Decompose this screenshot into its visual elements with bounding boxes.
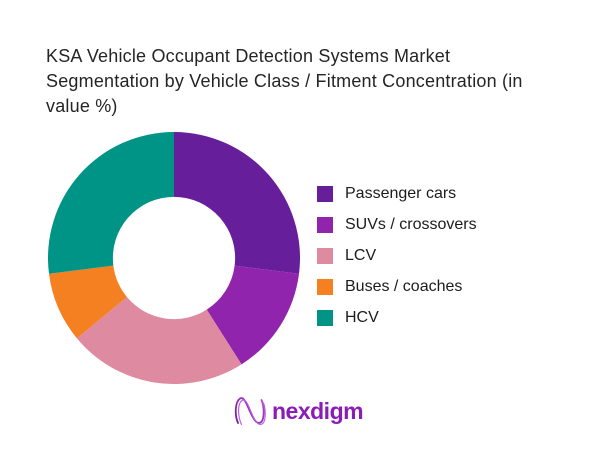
donut-segment-buses-coaches	[48, 265, 127, 339]
legend-swatch-suvs-crossovers	[317, 216, 333, 233]
legend-label: Passenger cars	[345, 184, 457, 202]
legend-swatch-hcv	[317, 309, 333, 326]
nexdigm-wordmark: nexdigm	[272, 397, 364, 424]
legend-label: SUVs / crossovers	[345, 215, 477, 233]
donut-chart-area	[47, 131, 301, 385]
donut-segment-hcv	[47, 131, 174, 274]
legend-item-hcv: HCV	[317, 302, 477, 333]
donut-segment-passenger-cars	[174, 132, 301, 274]
nexdigm-logo: nexdigm	[233, 393, 364, 429]
legend-label: Buses / coaches	[345, 277, 463, 295]
donut-segment-suvs-crossovers	[206, 265, 300, 365]
legend-swatch-buses-coaches	[317, 278, 333, 295]
legend-item-suvs-crossovers: SUVs / crossovers	[317, 209, 477, 240]
nexdigm-n-wave-icon	[234, 397, 266, 426]
legend-label: LCV	[345, 246, 377, 264]
chart-title: KSA Vehicle Occupant Detection Systems M…	[46, 46, 523, 116]
legend-swatch-passenger-cars	[317, 185, 333, 202]
legend-item-buses-coaches: Buses / coaches	[317, 271, 477, 302]
legend-label: HCV	[345, 308, 379, 326]
legend-item-lcv: LCV	[317, 240, 477, 271]
donut-segment-lcv	[76, 296, 242, 385]
chart-legend: Passenger cars SUVs / crossovers LCV Bus…	[317, 178, 477, 333]
legend-swatch-lcv	[317, 247, 333, 264]
legend-item-passenger-cars: Passenger cars	[317, 178, 477, 209]
donut-chart	[47, 131, 301, 385]
